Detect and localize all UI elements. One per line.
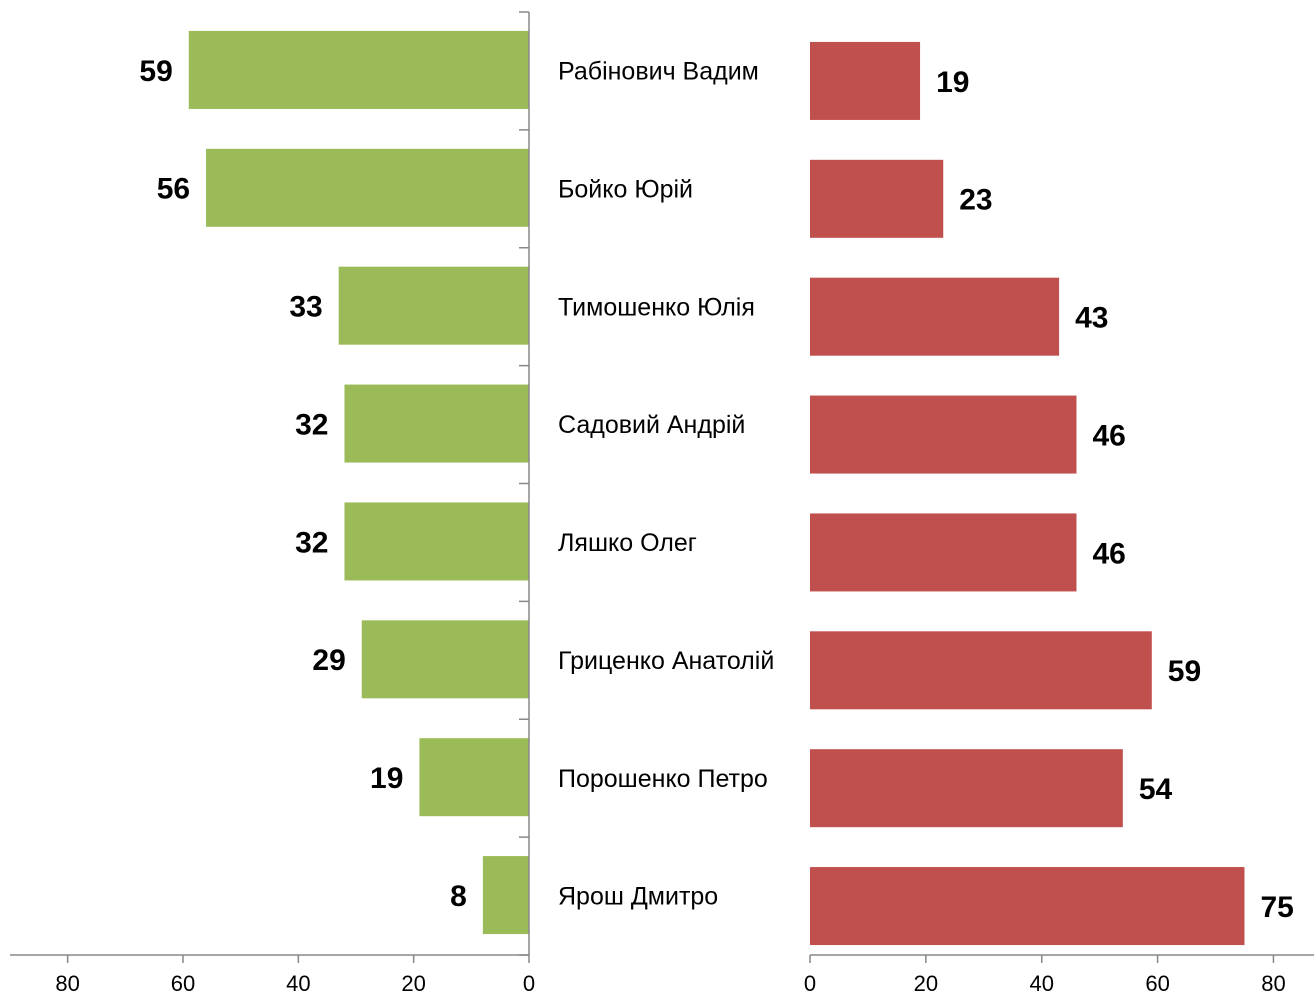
category-label: Рабінович Вадим <box>558 58 759 86</box>
value-label: 29 <box>312 644 345 677</box>
bar <box>810 749 1123 828</box>
x-tick-label: 20 <box>401 971 425 996</box>
bar <box>419 738 529 817</box>
bar <box>810 395 1077 474</box>
bar <box>188 30 529 109</box>
category-label: Садовий Андрій <box>558 411 745 439</box>
x-tick-label: 80 <box>1261 971 1285 996</box>
x-tick-label: 40 <box>286 971 310 996</box>
bar <box>361 620 529 699</box>
bar <box>810 277 1060 356</box>
value-label: 46 <box>1092 537 1125 570</box>
bar <box>206 148 530 227</box>
category-label: Порошенко Петро <box>558 765 768 793</box>
value-label: 8 <box>450 880 467 913</box>
bar <box>344 502 529 581</box>
value-label: 43 <box>1075 302 1108 335</box>
x-tick-label: 20 <box>914 971 938 996</box>
x-tick-label: 60 <box>1145 971 1169 996</box>
value-label: 59 <box>1168 655 1201 688</box>
bar <box>482 856 529 935</box>
value-label: 32 <box>295 526 328 559</box>
x-tick-label: 60 <box>171 971 195 996</box>
value-label: 19 <box>936 66 969 99</box>
bar <box>338 266 529 345</box>
value-label: 54 <box>1139 773 1173 806</box>
bar <box>344 384 529 463</box>
value-label: 59 <box>139 55 172 88</box>
value-label: 33 <box>289 291 322 324</box>
category-label: Гриценко Анатолій <box>558 647 774 675</box>
bar <box>810 867 1245 946</box>
x-tick-label: 80 <box>55 971 79 996</box>
x-tick-label: 40 <box>1029 971 1053 996</box>
x-tick-label: 0 <box>804 971 816 996</box>
value-label: 56 <box>157 173 190 206</box>
category-label: Ярош Дмитро <box>558 883 718 911</box>
value-label: 32 <box>295 408 328 441</box>
value-label: 19 <box>370 762 403 795</box>
value-label: 46 <box>1092 419 1125 452</box>
x-tick-label: 0 <box>523 971 535 996</box>
category-label: Ляшко Олег <box>558 529 697 557</box>
value-label: 75 <box>1260 891 1293 924</box>
bar <box>810 513 1077 592</box>
bar <box>810 41 921 120</box>
value-label: 23 <box>959 184 992 217</box>
bar <box>810 631 1152 710</box>
bar <box>810 159 944 238</box>
category-label: Бойко Юрій <box>558 175 693 203</box>
category-label: Тимошенко Юлія <box>558 293 755 321</box>
